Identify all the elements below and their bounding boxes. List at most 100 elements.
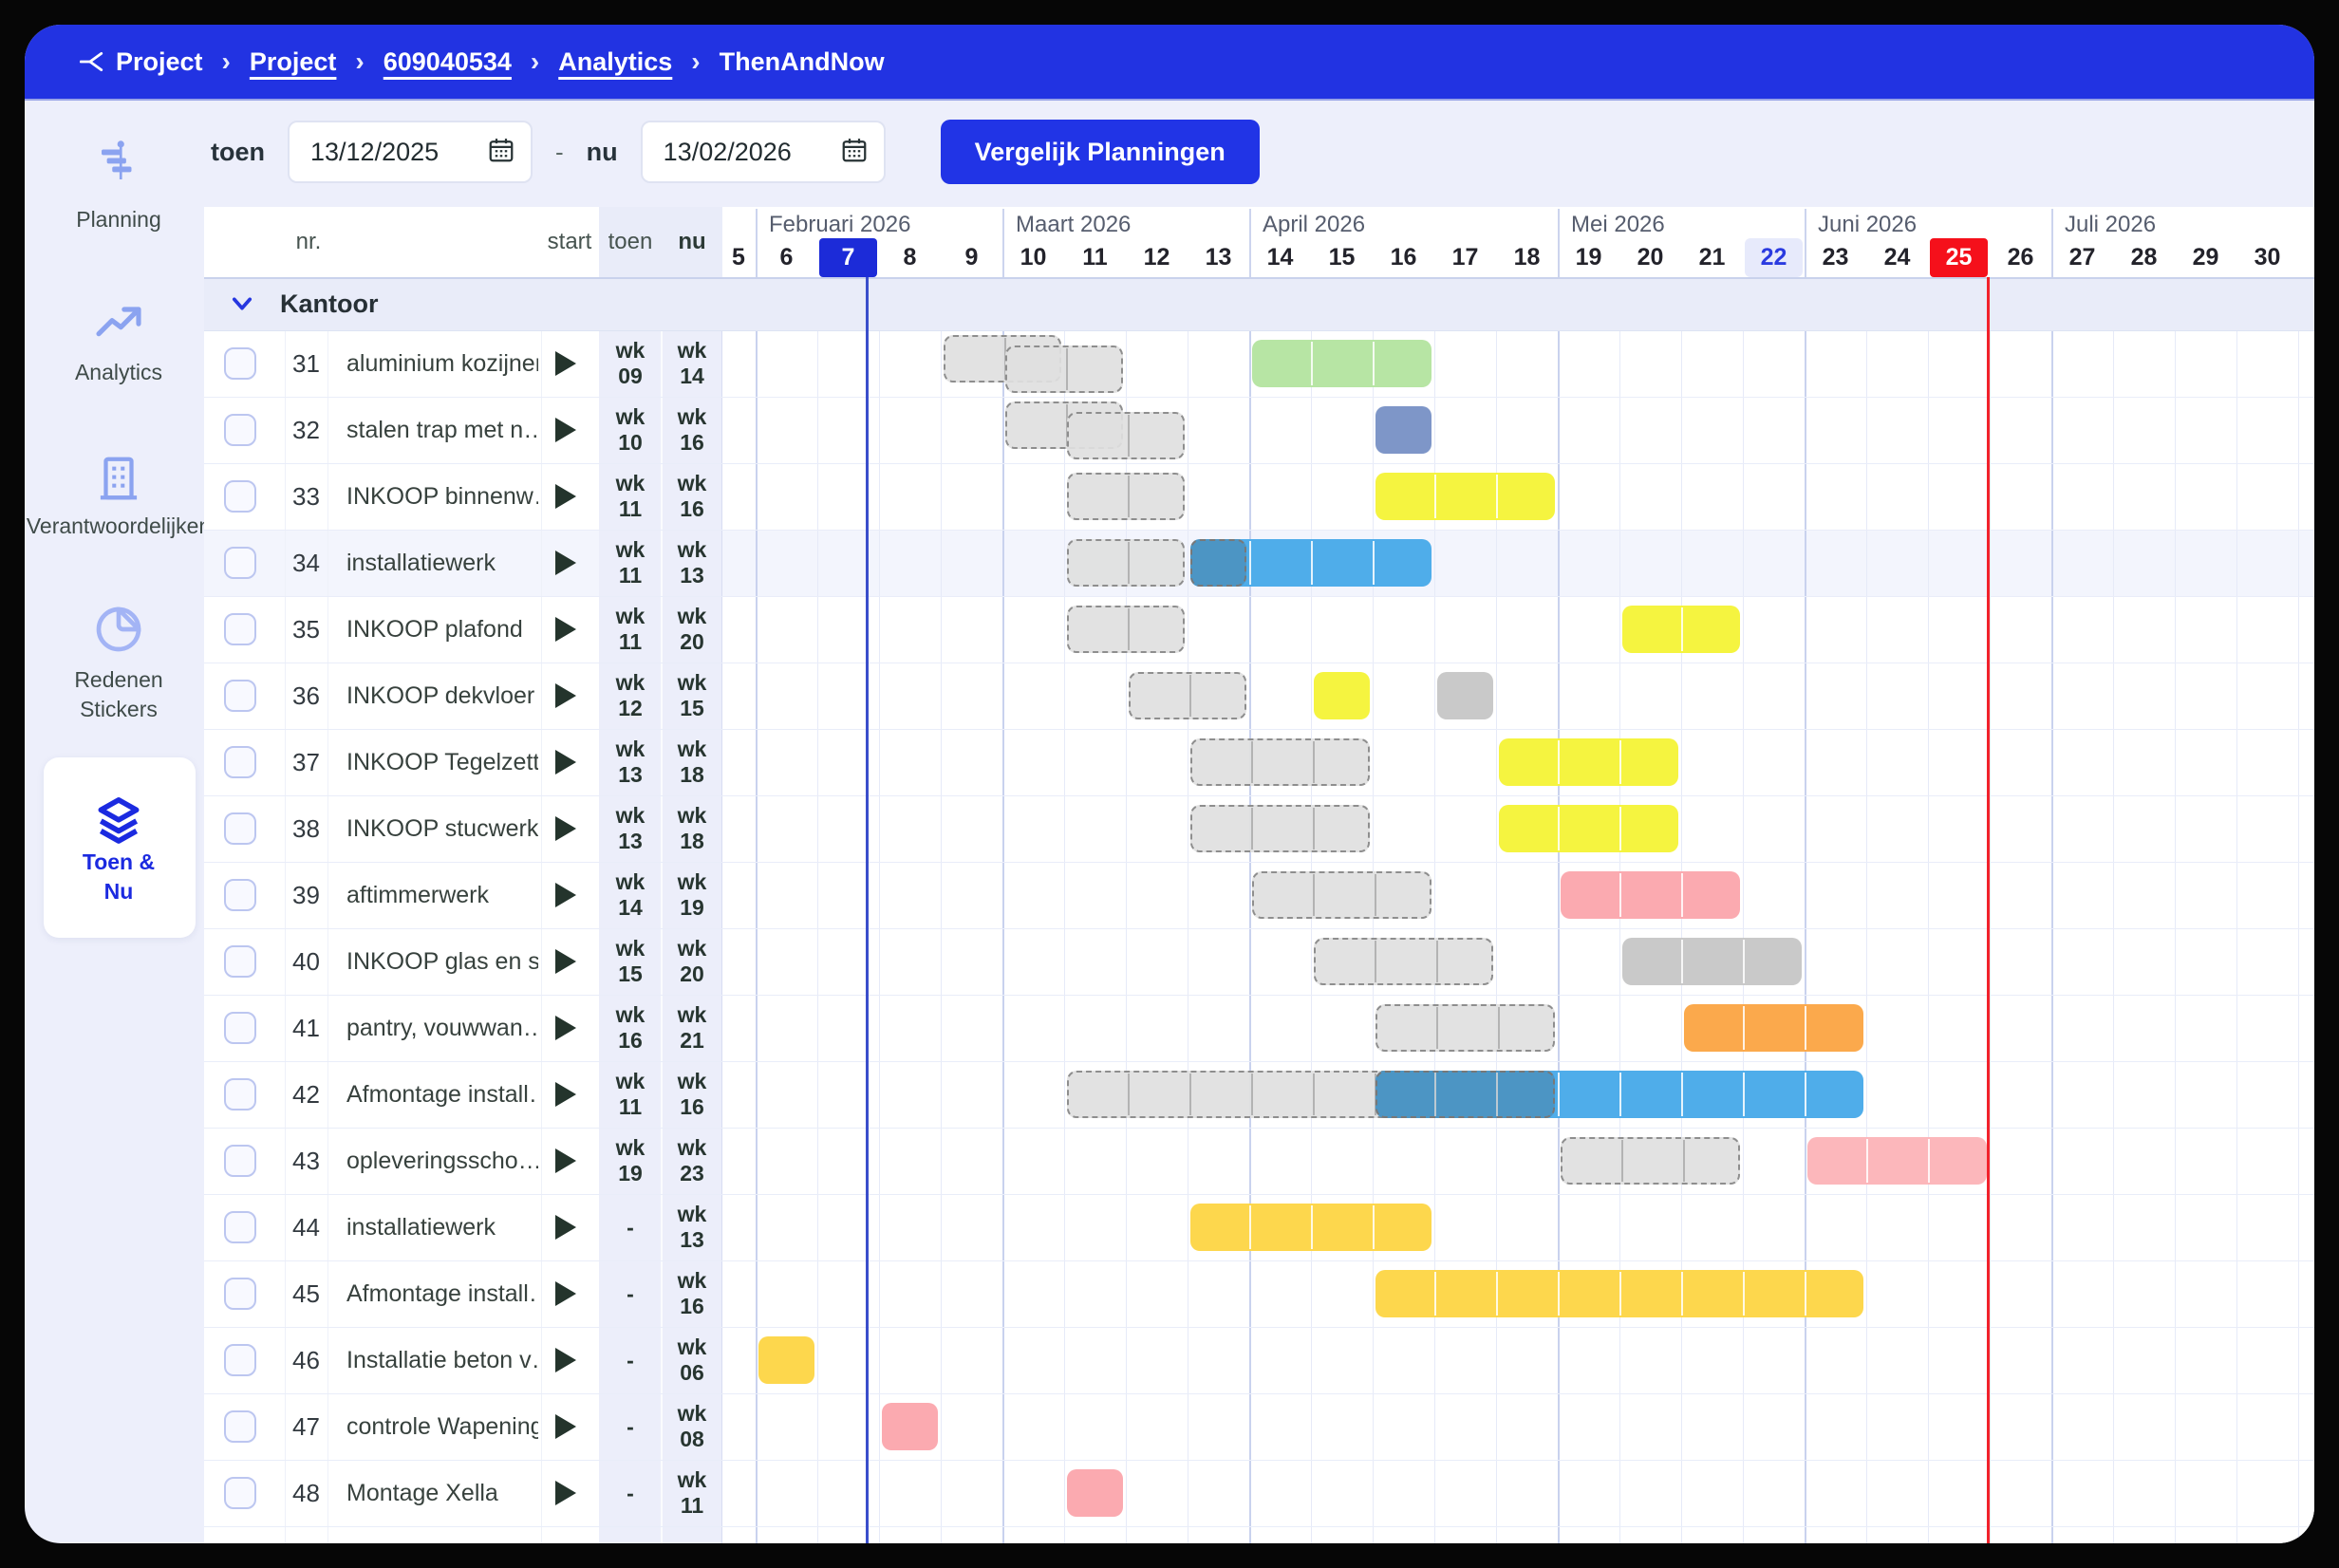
toen-bar[interactable] <box>1067 606 1185 653</box>
week-header-26[interactable]: 26 <box>2007 244 2034 271</box>
week-header-21[interactable]: 21 <box>1698 244 1726 271</box>
week-header-10[interactable]: 10 <box>1020 244 1047 271</box>
play-button[interactable] <box>555 1281 576 1306</box>
nu-bar[interactable] <box>1067 1469 1123 1517</box>
row-checkbox[interactable] <box>224 1477 256 1509</box>
nu-bar[interactable] <box>1252 340 1431 387</box>
toen-date-field[interactable] <box>288 121 533 183</box>
week-header-13[interactable]: 13 <box>1205 244 1232 271</box>
toen-bar[interactable] <box>1129 672 1246 719</box>
play-button[interactable] <box>555 617 576 642</box>
toen-bar[interactable] <box>1314 938 1493 985</box>
nu-bar[interactable] <box>1375 1270 1863 1317</box>
nu-date-field[interactable] <box>640 121 886 183</box>
play-button[interactable] <box>555 816 576 841</box>
week-header-15[interactable]: 15 <box>1328 244 1356 271</box>
row-checkbox[interactable] <box>224 1078 256 1111</box>
nu-bar[interactable] <box>1190 539 1431 587</box>
row-checkbox[interactable] <box>224 812 256 845</box>
row-checkbox[interactable] <box>224 414 256 446</box>
play-button[interactable] <box>555 883 576 907</box>
breadcrumb-item-project[interactable]: Project <box>250 47 337 77</box>
chevron-down-icon[interactable] <box>229 292 255 320</box>
row-checkbox[interactable] <box>224 1012 256 1044</box>
week-header-20[interactable]: 20 <box>1637 244 1664 271</box>
row-checkbox[interactable] <box>224 879 256 911</box>
toen-bar[interactable] <box>1190 738 1370 786</box>
week-header-28[interactable]: 28 <box>2130 244 2158 271</box>
row-checkbox[interactable] <box>224 945 256 978</box>
row-checkbox[interactable] <box>224 480 256 513</box>
vergelijk-planningen-button[interactable]: Vergelijk Planningen <box>940 120 1260 184</box>
nu-bar[interactable] <box>1375 1071 1863 1118</box>
play-button[interactable] <box>555 750 576 775</box>
breadcrumb-item-analytics[interactable]: Analytics <box>558 47 672 77</box>
nu-bar[interactable] <box>1561 871 1740 919</box>
breadcrumb-item-thenandnow[interactable]: ThenAndNow <box>720 47 885 77</box>
nu-bar[interactable] <box>1499 738 1678 786</box>
toen-bar[interactable] <box>1375 1004 1555 1052</box>
week-header-22[interactable]: 22 <box>1745 238 1803 277</box>
week-header-9[interactable]: 9 <box>964 244 979 271</box>
week-header-16[interactable]: 16 <box>1390 244 1417 271</box>
play-button[interactable] <box>555 1481 576 1505</box>
week-header-19[interactable]: 19 <box>1575 244 1602 271</box>
toen-bar[interactable] <box>1190 805 1370 852</box>
row-checkbox[interactable] <box>224 1278 256 1310</box>
week-header-25[interactable]: 25 <box>1930 238 1988 277</box>
week-header-7[interactable]: 7 <box>819 238 877 277</box>
row-checkbox[interactable] <box>224 1145 256 1177</box>
nu-bar[interactable] <box>1499 805 1678 852</box>
week-header-30[interactable]: 30 <box>2254 244 2281 271</box>
week-header-27[interactable]: 27 <box>2068 244 2096 271</box>
toen-bar[interactable] <box>1252 871 1431 919</box>
play-button[interactable] <box>555 351 576 376</box>
play-button[interactable] <box>555 1348 576 1372</box>
toen-bar[interactable] <box>1067 539 1185 587</box>
nu-bar[interactable] <box>1375 406 1431 454</box>
breadcrumb-item-609040534[interactable]: 609040534 <box>384 47 512 77</box>
row-checkbox[interactable] <box>224 547 256 579</box>
group-row-kantoor[interactable]: Kantoor <box>204 277 2314 331</box>
week-header-24[interactable]: 24 <box>1883 244 1911 271</box>
breadcrumb-item-project[interactable]: Project <box>80 47 203 77</box>
play-button[interactable] <box>555 1414 576 1439</box>
toen-bar[interactable] <box>1067 412 1185 459</box>
calendar-icon[interactable] <box>487 136 515 169</box>
play-button[interactable] <box>555 1215 576 1240</box>
nu-bar[interactable] <box>1684 1004 1863 1052</box>
nu-bar[interactable] <box>1437 672 1493 719</box>
play-button[interactable] <box>555 418 576 442</box>
row-checkbox[interactable] <box>224 680 256 712</box>
sidebar-item-active-card[interactable]: Toen & Nu <box>44 757 196 938</box>
nu-bar[interactable] <box>1314 672 1370 719</box>
toen-bar[interactable] <box>1005 345 1123 393</box>
week-header-5[interactable]: 5 <box>732 244 745 271</box>
nu-bar[interactable] <box>1190 1204 1431 1251</box>
week-header-23[interactable]: 23 <box>1822 244 1849 271</box>
nu-bar[interactable] <box>1807 1137 1987 1185</box>
play-button[interactable] <box>555 484 576 509</box>
row-checkbox[interactable] <box>224 1211 256 1243</box>
nu-bar[interactable] <box>1622 938 1802 985</box>
nu-bar[interactable] <box>1375 473 1555 520</box>
play-button[interactable] <box>555 683 576 708</box>
nu-bar[interactable] <box>758 1336 814 1384</box>
week-header-6[interactable]: 6 <box>779 244 794 271</box>
play-button[interactable] <box>555 1016 576 1040</box>
nu-bar[interactable] <box>1622 606 1740 653</box>
toen-bar[interactable] <box>1067 473 1185 520</box>
play-button[interactable] <box>555 551 576 575</box>
row-checkbox[interactable] <box>224 347 256 380</box>
week-header-14[interactable]: 14 <box>1266 244 1294 271</box>
toen-date-input[interactable] <box>309 136 474 168</box>
toen-bar[interactable] <box>1561 1137 1740 1185</box>
week-header-8[interactable]: 8 <box>903 244 917 271</box>
row-checkbox[interactable] <box>224 1344 256 1376</box>
row-checkbox[interactable] <box>224 1410 256 1443</box>
row-checkbox[interactable] <box>224 613 256 645</box>
week-header-11[interactable]: 11 <box>1082 244 1108 271</box>
week-header-12[interactable]: 12 <box>1143 244 1170 271</box>
calendar-icon[interactable] <box>840 136 869 169</box>
play-button[interactable] <box>555 1082 576 1107</box>
